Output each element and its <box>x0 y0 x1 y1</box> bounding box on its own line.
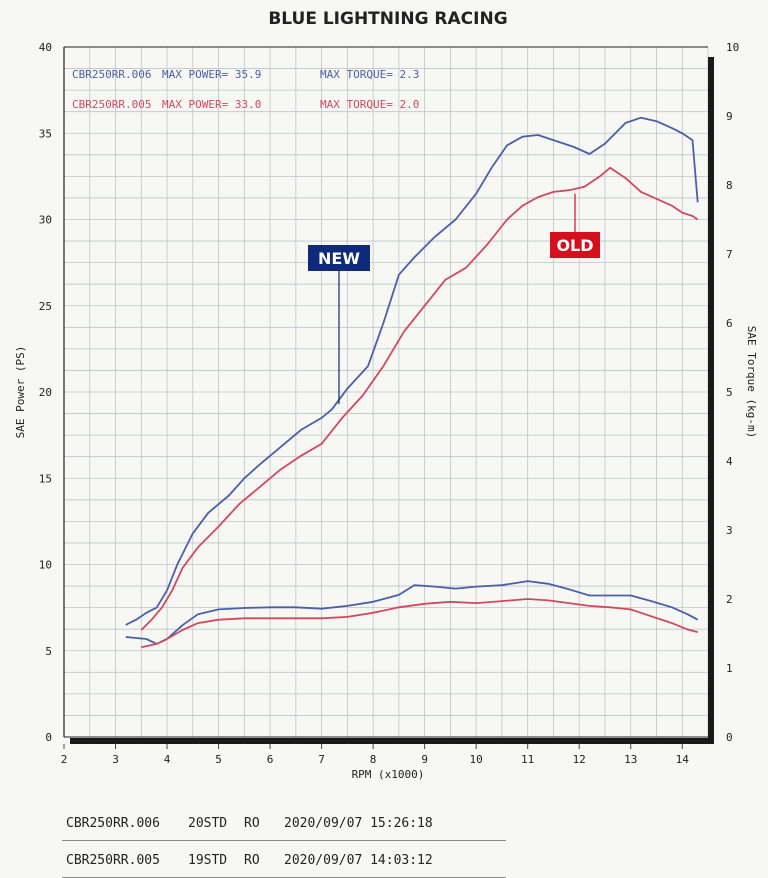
record-model: CBR250RR.005 <box>66 853 160 868</box>
y2-axis-bar <box>708 57 714 744</box>
chart-title: BLUE LIGHTNING RACING <box>268 9 507 29</box>
annotation-box <box>308 245 370 271</box>
series-line <box>125 580 699 645</box>
curves <box>125 116 699 649</box>
tick-labels: 2 3 4 5 6 7 8 9 10 11 12 13 140510152025303540012345… <box>39 41 740 766</box>
x-tick-label: 11 <box>521 753 534 766</box>
y2-tick-label: 6 <box>726 317 733 330</box>
record-std: 19STD <box>188 853 228 868</box>
series-line <box>125 116 699 626</box>
y2-tick-label: 1 <box>726 662 733 675</box>
annotations: NEW OLD <box>308 193 600 405</box>
record-datetime: 2020/09/07 14:03:12 <box>284 853 433 868</box>
y-tick-label: 0 <box>45 731 52 744</box>
x-tick-label: 14 <box>676 753 690 766</box>
legend: CBR250RR.006 MAX POWER= 35.9 MAX TORQUE= 2… <box>72 68 419 111</box>
y2-tick-label: 9 <box>726 110 733 123</box>
x-axis-bar <box>70 738 712 744</box>
y2-tick-label: 5 <box>726 386 733 399</box>
legend-max-power: MAX POWER= 35.9 <box>162 68 261 81</box>
y-tick-label: 30 <box>39 214 52 227</box>
record-row: CBR250RR.006 20STD RO 2020/09/07 15:26:1… <box>62 804 506 841</box>
y-tick-label: 15 <box>39 472 52 485</box>
legend-model: CBR250RR.005 <box>72 98 151 111</box>
y2-tick-label: 2 <box>726 593 733 606</box>
series-line <box>140 166 699 631</box>
record-row: CBR250RR.005 19STD RO 2020/09/07 14:03:1… <box>62 841 506 878</box>
y2-tick-label: 3 <box>726 524 733 537</box>
x-tick-label: 8 <box>370 753 377 766</box>
record-std: 20STD <box>188 816 228 831</box>
axes <box>63 46 714 744</box>
y2-tick-label: 4 <box>726 455 733 468</box>
x-tick-label: 6 <box>267 753 274 766</box>
record-model: CBR250RR.006 <box>66 816 160 831</box>
y-axis-label: SAE Power (PS) <box>14 346 27 439</box>
y2-tick-label: 10 <box>726 41 739 54</box>
x-tick-label: 5 <box>215 753 222 766</box>
record-ro: RO <box>244 853 260 868</box>
record-datetime: 2020/09/07 15:26:18 <box>284 816 433 831</box>
y-tick-label: 35 <box>39 127 52 140</box>
y-tick-label: 5 <box>45 645 52 658</box>
y2-tick-label: 0 <box>726 731 733 744</box>
grid-lines <box>63 46 709 738</box>
x-tick-label: 10 <box>470 753 483 766</box>
y-tick-label: 20 <box>39 386 52 399</box>
x-tick-label: 7 <box>318 753 325 766</box>
run-records: CBR250RR.006 20STD RO 2020/09/07 15:26:1… <box>62 804 506 878</box>
y2-tick-label: 7 <box>726 248 733 261</box>
y-tick-label: 10 <box>39 559 52 572</box>
x-tick-label: 3 <box>112 753 119 766</box>
series-line <box>141 598 698 649</box>
y-tick-label: 25 <box>39 300 52 313</box>
y2-axis-label: SAE Torque (kg-m) <box>745 326 758 439</box>
annotation-label: OLD <box>556 236 593 255</box>
legend-max-torque: MAX TORQUE= 2.3 <box>320 68 419 81</box>
x-tick-label: 13 <box>624 753 637 766</box>
annotation-label: NEW <box>318 249 360 268</box>
y2-tick-label: 8 <box>726 179 733 192</box>
x-tick-label: 4 <box>164 753 171 766</box>
record-ro: RO <box>244 816 260 831</box>
x-tick-label: 9 <box>421 753 428 766</box>
x-tick-label: 2 <box>61 753 68 766</box>
y-tick-label: 40 <box>39 41 52 54</box>
legend-max-torque: MAX TORQUE= 2.0 <box>320 98 419 111</box>
legend-max-power: MAX POWER= 33.0 <box>162 98 261 111</box>
legend-model: CBR250RR.006 <box>72 68 151 81</box>
x-tick-label: 12 <box>573 753 586 766</box>
x-axis-label: RPM (x1000) <box>352 768 425 781</box>
annotation-box <box>550 232 600 258</box>
